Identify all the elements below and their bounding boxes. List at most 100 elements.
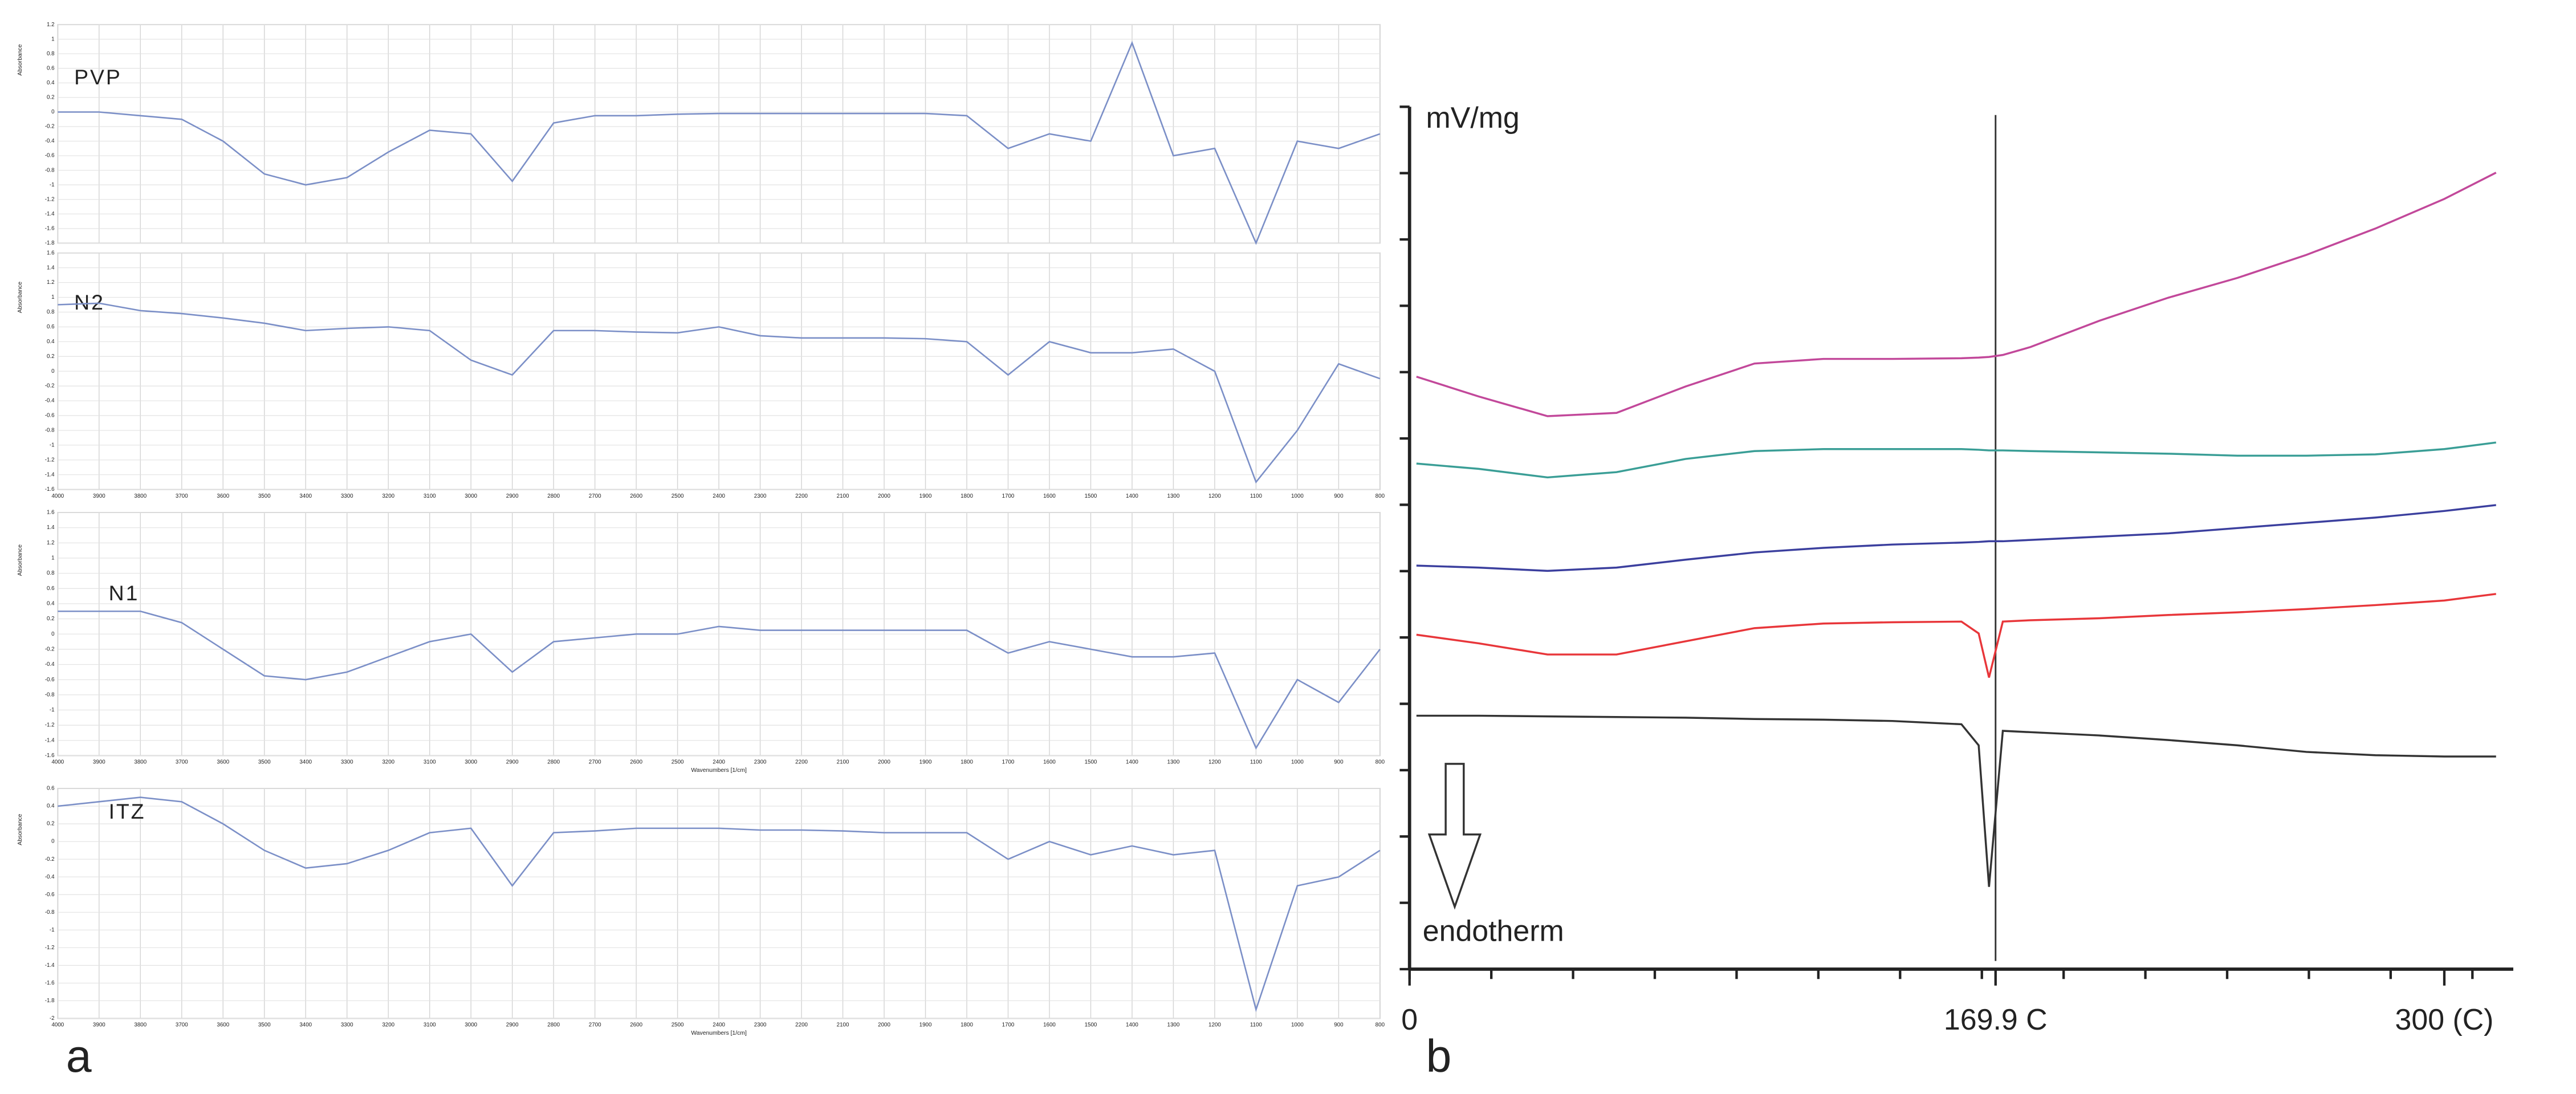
y-tick-label: 0.8 <box>47 570 55 576</box>
x-tick-label: 3300 <box>341 1022 353 1028</box>
x-tick-label: 900 <box>1334 493 1344 499</box>
x-tick-label: 2100 <box>837 493 849 499</box>
y-tick-label: -1.8 <box>45 998 55 1004</box>
x-tick-label: 2300 <box>754 759 767 766</box>
y-tick-label: -1.4 <box>45 471 55 478</box>
y-tick-label: -0.6 <box>45 153 55 159</box>
y-tick-label: -1.2 <box>45 945 55 951</box>
y-axis-label: Absorbance <box>17 282 23 314</box>
x-tick-label: 1900 <box>919 1022 932 1028</box>
y-tick-label: -1 <box>50 442 55 448</box>
dsc-curve <box>1416 593 2496 678</box>
y-tick-label: -0.4 <box>45 661 55 668</box>
x-tick-label: 1500 <box>1085 1022 1097 1028</box>
x-tick-label: 1700 <box>1002 1022 1015 1028</box>
y-tick-label: 1.6 <box>47 510 55 516</box>
y-tick-label: 1 <box>51 555 54 562</box>
y-tick-label: -0.4 <box>45 398 55 404</box>
y-axis-label: Absorbance <box>17 44 23 76</box>
y-tick-label: 1.2 <box>47 279 55 286</box>
dsc-curve <box>1416 172 2497 417</box>
y-tick-label: 0 <box>51 839 55 845</box>
x-tick-label: 1500 <box>1085 759 1097 766</box>
y-tick-label: -0.2 <box>45 383 55 389</box>
spectrum-line <box>58 302 1381 484</box>
y-tick-label: -1 <box>50 707 55 713</box>
spectrum-line <box>58 610 1381 750</box>
x-tick-label: 3900 <box>93 493 105 499</box>
y-tick-label: -1.4 <box>45 962 55 969</box>
x-tick-label: 4000 <box>51 759 64 766</box>
x-tick-label: 1000 <box>1291 759 1304 766</box>
x-tick-label: 1700 <box>1002 759 1015 766</box>
x-tick-label: 800 <box>1376 759 1385 766</box>
y-tick-label: 1.4 <box>47 265 55 271</box>
y-tick-label: -1.2 <box>45 457 55 463</box>
x-tick-label: 1300 <box>1167 1022 1180 1028</box>
spectrum-label: ITZ <box>109 799 146 823</box>
x-tick-label: 2500 <box>672 1022 684 1028</box>
x-tick-label: 2600 <box>630 759 642 766</box>
y-tick-label: -0.4 <box>45 874 55 880</box>
y-tick-label: 1.2 <box>47 540 55 546</box>
y-tick-label: -0.6 <box>45 413 55 419</box>
x-axis-label: Wavenumbers [1/cm] <box>691 1030 747 1036</box>
y-tick-label: 0 <box>51 631 55 637</box>
x-tick-label: 2300 <box>754 1022 767 1028</box>
x-tick-label: 1800 <box>961 493 973 499</box>
y-tick-label: 0.2 <box>47 821 55 827</box>
x-tick-label: 1700 <box>1002 493 1015 499</box>
y-tick-label: 1 <box>51 294 54 300</box>
spectrum-line <box>58 40 1381 245</box>
spectrum-label: PVP <box>74 65 122 89</box>
x-tick-label: 3100 <box>424 493 436 499</box>
x-tick-label: 3900 <box>93 759 105 766</box>
x-tick-label: 2000 <box>878 759 890 766</box>
dsc-curve <box>1416 714 2496 887</box>
x-tick-label: 3500 <box>258 493 271 499</box>
x-tick-label: 2900 <box>506 493 519 499</box>
y-tick-label: 0.2 <box>47 616 55 622</box>
y-tick-label: 0.2 <box>47 95 55 101</box>
x-tick-label: 3700 <box>176 1022 188 1028</box>
y-tick-label: -0.8 <box>45 909 55 916</box>
x-tick-label: 1900 <box>919 759 932 766</box>
x-tick-label: 3500 <box>258 759 271 766</box>
y-tick-label: 0.4 <box>47 80 55 86</box>
x-tick-label: 3200 <box>382 1022 394 1028</box>
x-tick-label: 2700 <box>589 493 601 499</box>
x-tick-label: 2600 <box>630 1022 642 1028</box>
x-tick-label: 2500 <box>672 759 684 766</box>
y-tick-label: 0.6 <box>47 786 55 792</box>
y-tick-label: -1.8 <box>45 240 55 246</box>
y-tick-label: 0.6 <box>47 585 55 592</box>
y-tick-label: 0.4 <box>47 803 55 810</box>
dsc-curve <box>1416 441 2496 479</box>
x-tick-label: 1600 <box>1043 759 1056 766</box>
x-tick-label: 1600 <box>1043 493 1056 499</box>
x-tick-label: 2100 <box>837 759 849 766</box>
y-tick-label: 0.2 <box>47 353 55 360</box>
y-tick-label: -0.4 <box>45 138 55 144</box>
x-tick-label: 2200 <box>795 493 808 499</box>
x-tick-label: 3800 <box>134 759 146 766</box>
y-tick-label: 0.6 <box>47 65 55 71</box>
x-tick-label: 3600 <box>217 493 229 499</box>
x-tick-label: 1400 <box>1126 1022 1138 1028</box>
x-tick-label: 3400 <box>299 759 312 766</box>
y-tick-label: 0.4 <box>47 601 55 607</box>
x-tick-label: 4000 <box>51 493 64 499</box>
x-tick-label: 3000 <box>465 493 477 499</box>
x-tick-label: 2100 <box>837 1022 849 1028</box>
spectrum-line <box>58 796 1381 1012</box>
y-tick-label: -0.2 <box>45 124 55 130</box>
x-tick-label: 800 <box>1376 1022 1385 1028</box>
x-tick-label: 3000 <box>465 1022 477 1028</box>
x-tick-label: 1200 <box>1208 1022 1221 1028</box>
x-tick-label: 3400 <box>299 1022 312 1028</box>
x-tick-label: 4000 <box>51 1022 64 1028</box>
x-tick-label: 1800 <box>961 759 973 766</box>
x-tick-label: 3900 <box>93 1022 105 1028</box>
x-tick-label: 1400 <box>1126 493 1138 499</box>
y-tick-label: -1 <box>50 182 55 188</box>
